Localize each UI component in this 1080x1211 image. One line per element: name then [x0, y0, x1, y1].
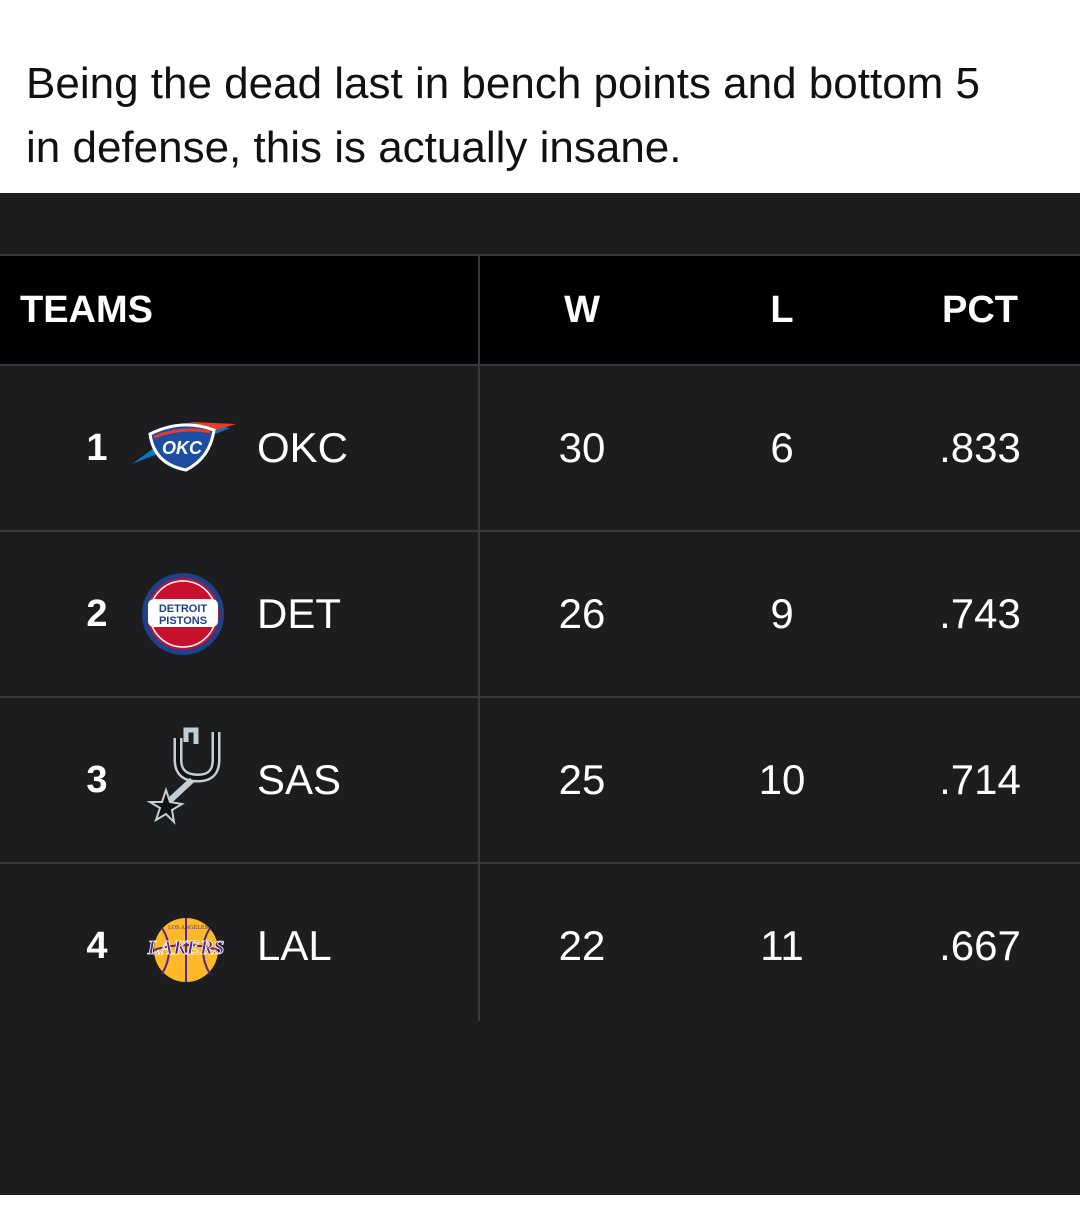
win-pct: .714: [939, 756, 1021, 803]
losses: 9: [770, 590, 794, 637]
win-pct: .833: [939, 424, 1021, 471]
caption-line-2: in defense, this is actually insane.: [26, 123, 682, 172]
team-abbr: OKC: [257, 424, 349, 471]
win-pct: .743: [939, 590, 1021, 637]
header-losses: L: [770, 289, 794, 331]
svg-text:LOS ANGELES: LOS ANGELES: [168, 925, 208, 931]
team-abbr: SAS: [257, 756, 342, 803]
header-teams: TEAMS: [20, 289, 153, 331]
svg-text:DETROIT: DETROIT: [159, 603, 208, 615]
table-header: TEAMS W L PCT: [0, 256, 1080, 364]
svg-text:PISTONS: PISTONS: [159, 615, 207, 627]
rank: 3: [86, 759, 108, 801]
header-pct: PCT: [942, 289, 1018, 331]
pistons-logo-icon: DETROIT PISTONS: [142, 573, 224, 655]
wins: 26: [558, 590, 606, 637]
losses: 10: [758, 756, 806, 803]
spurs-logo-icon: [146, 727, 221, 825]
losses: 6: [770, 424, 794, 471]
team-abbr: DET: [257, 590, 341, 637]
table-row-sas[interactable]: 3 SAS 25 10 .714: [0, 696, 1080, 862]
post-caption: Being the dead last in bench points and …: [26, 52, 1066, 180]
okc-logo-icon: OKC: [132, 422, 236, 472]
table-row-lal[interactable]: 4 LOS ANGELES LAKERS LAL 22 11 .667: [0, 862, 1080, 1028]
table-row-det[interactable]: 2 DETROIT PISTONS DET 26 9 .743: [0, 530, 1080, 696]
top-divider: [0, 254, 1080, 256]
svg-text:LAKERS: LAKERS: [147, 937, 225, 959]
rank: 2: [86, 593, 108, 635]
svg-text:OKC: OKC: [162, 438, 203, 458]
table-row-okc[interactable]: 1 OKC OKC 30 6 .833: [0, 364, 1080, 530]
team-abbr: LAL: [257, 922, 332, 969]
win-pct: .667: [939, 922, 1021, 969]
lakers-logo-icon: LOS ANGELES LAKERS: [146, 918, 225, 982]
rank: 4: [86, 925, 108, 967]
wins: 30: [558, 424, 606, 471]
standings-table: TEAMS W L PCT 1 OKC OKC 30 6 .833 2 DETR…: [0, 193, 1080, 1195]
caption-line-1: Being the dead last in bench points and …: [26, 59, 981, 108]
column-divider: [478, 256, 480, 1021]
wins: 25: [558, 756, 606, 803]
rank: 1: [86, 427, 108, 469]
header-wins: W: [564, 289, 600, 331]
losses: 11: [760, 922, 804, 969]
wins: 22: [558, 922, 606, 969]
